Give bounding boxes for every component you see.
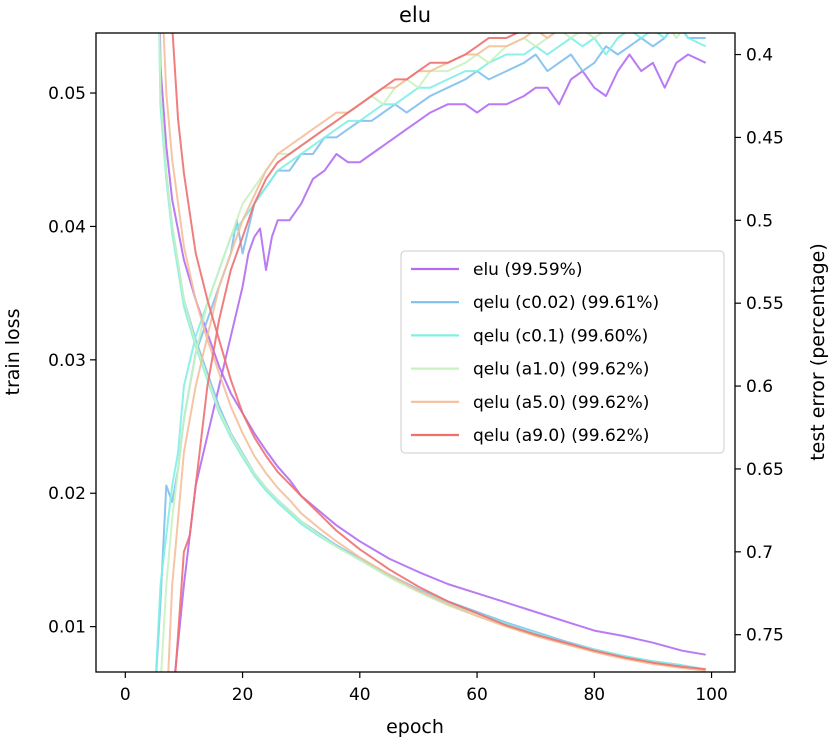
legend-label: elu (99.59%) <box>473 260 582 280</box>
x-tick-label: 60 <box>466 685 488 705</box>
plot-frame <box>95 32 736 673</box>
x-axis: 0 20 40 60 80 100 <box>120 672 728 705</box>
series-0-test-error-line <box>174 53 707 672</box>
chart-title: elu <box>399 3 431 27</box>
legend: elu (99.59%) qelu (c0.02) (99.61%) qelu (c… <box>400 250 725 454</box>
series-5-test-error-line <box>174 33 520 672</box>
legend-label: qelu (c0.02) (99.61%) <box>473 293 659 313</box>
y2-tick-label: 0.65 <box>746 460 784 480</box>
y2-axis-label: test error (percentage) <box>807 243 829 461</box>
legend-box <box>400 250 725 454</box>
y2-tick-label: 0.75 <box>746 626 784 646</box>
y2-tick-label: 0.55 <box>746 294 784 314</box>
x-tick-label: 80 <box>583 685 605 705</box>
y-tick-label: 0.05 <box>48 84 86 104</box>
y2-tick-label: 0.4 <box>746 46 773 66</box>
x-tick-label: 40 <box>349 685 371 705</box>
legend-label: qelu (a9.0) (99.62%) <box>473 426 649 446</box>
y2-tick-label: 0.6 <box>746 377 773 397</box>
y-tick-label: 0.03 <box>48 351 86 371</box>
x-tick-label: 100 <box>695 685 727 705</box>
y2-tick-label: 0.45 <box>746 128 784 148</box>
x-axis-label: epoch <box>386 716 444 738</box>
y-tick-label: 0.01 <box>48 618 86 638</box>
x-tick-label: 0 <box>120 685 131 705</box>
y-axis-right: 0.4 0.45 0.5 0.55 0.6 0.65 0.7 0.75 <box>735 46 784 646</box>
series-lines <box>155 33 707 672</box>
legend-label: qelu (a5.0) (99.62%) <box>473 393 649 413</box>
legend-label: qelu (a1.0) (99.62%) <box>473 360 649 380</box>
y2-tick-label: 0.7 <box>746 543 773 563</box>
y2-tick-label: 0.5 <box>746 211 773 231</box>
series-5-train-loss-line <box>171 33 706 671</box>
y-axis-label: train loss <box>2 309 24 396</box>
series-4-train-loss-line <box>162 33 706 672</box>
y-tick-label: 0.02 <box>48 484 86 504</box>
y-axis-left: 0.01 0.02 0.03 0.04 0.05 <box>48 84 96 638</box>
legend-label: qelu (c0.1) (99.60%) <box>473 326 648 346</box>
x-tick-label: 20 <box>232 685 254 705</box>
y-tick-label: 0.04 <box>48 217 86 237</box>
